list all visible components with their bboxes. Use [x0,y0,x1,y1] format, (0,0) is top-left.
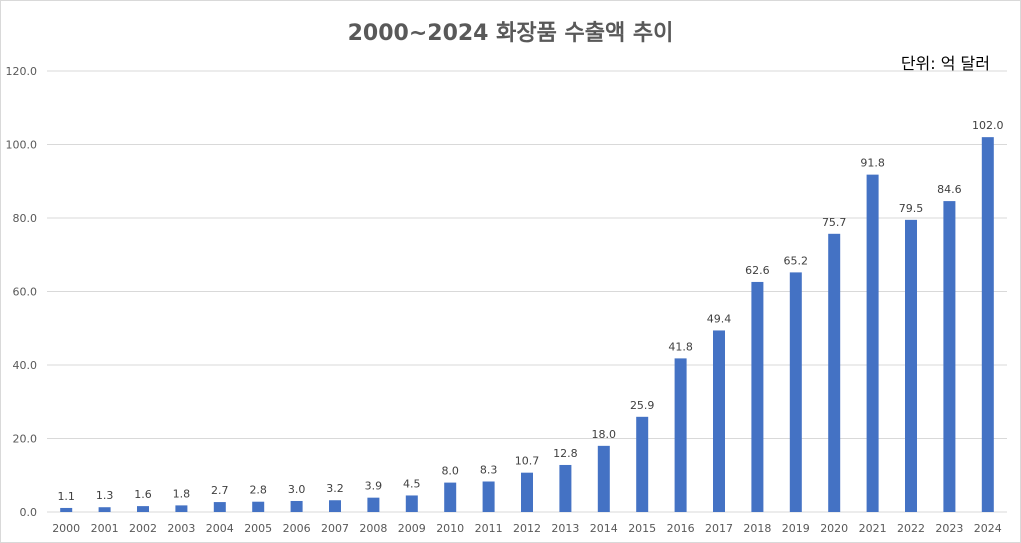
bar-2009 [405,495,418,512]
data-label: 10.7 [515,455,540,468]
x-tick-label: 2001 [91,522,119,535]
x-tick-label: 2023 [935,522,963,535]
data-label: 2.8 [249,484,267,497]
bar-2022 [905,219,917,512]
bar-2011 [482,481,495,512]
y-tick-label: 60.0 [13,286,38,299]
chart-title: 2000~2024 화장품 수출액 추이 [347,21,674,46]
y-tick-label: 40.0 [13,359,38,372]
x-tick-label: 2006 [283,522,311,535]
data-label: 3.2 [326,482,344,495]
y-tick-label: 100.0 [6,139,38,152]
data-label: 8.0 [441,465,459,478]
x-tick-label: 2007 [321,522,349,535]
x-tick-label: 2010 [436,522,464,535]
x-tick-label: 2013 [551,522,579,535]
bar-2017 [713,330,725,512]
x-tick-label: 2008 [359,522,387,535]
bar-2013 [559,464,572,512]
bar-2001 [98,507,111,512]
bar-2005 [252,501,265,512]
x-tick-label: 2016 [667,522,695,535]
data-label: 102.0 [972,119,1004,132]
x-tick-label: 2005 [244,522,272,535]
bar-2002 [137,506,149,512]
x-tick-label: 2021 [859,522,887,535]
y-tick-label: 80.0 [13,212,38,225]
bar-2008 [367,497,380,512]
x-tick-label: 2019 [782,522,810,535]
bar-2024 [981,137,994,512]
data-label: 79.5 [899,202,924,215]
bar-2010 [444,482,457,512]
bar-2021 [866,174,879,512]
x-tick-label: 2004 [206,522,234,535]
data-label: 3.9 [365,480,383,493]
data-label: 41.8 [668,340,693,353]
x-tick-label: 2012 [513,522,541,535]
y-tick-label: 20.0 [13,433,38,446]
data-label: 49.4 [707,312,732,325]
x-tick-label: 2024 [974,522,1002,535]
bar-2020 [828,233,841,513]
x-tick-label: 2000 [52,522,80,535]
data-label: 12.8 [553,447,578,460]
bar-2007 [329,500,341,512]
data-label: 8.3 [480,463,498,476]
bar-2016 [674,358,687,512]
bar-2023 [943,201,956,512]
bar-2015 [636,416,649,512]
x-tick-label: 2002 [129,522,157,535]
data-label: 65.2 [784,254,809,267]
y-tick-label: 120.0 [6,65,38,78]
data-label: 18.0 [592,428,617,441]
x-tick-label: 2003 [167,522,195,535]
bar-2003 [175,505,188,512]
data-label: 84.6 [937,183,962,196]
data-label: 91.8 [860,157,885,170]
x-tick-label: 2020 [820,522,848,535]
bar-2012 [521,472,533,512]
x-tick-label: 2017 [705,522,733,535]
x-tick-label: 2014 [590,522,618,535]
data-label: 1.6 [134,488,152,501]
data-label: 75.7 [822,216,847,229]
data-label: 62.6 [745,264,770,277]
x-tick-label: 2022 [897,522,925,535]
bar-2018 [751,281,764,512]
unit-note: 단위: 억 달러 [900,54,990,73]
bar-2006 [290,500,303,512]
data-label: 4.5 [403,477,421,490]
bar-2004 [213,502,226,512]
bar-2019 [789,272,802,512]
bar-2014 [597,445,610,512]
x-tick-label: 2009 [398,522,426,535]
data-label: 1.3 [96,489,114,502]
data-label: 2.7 [211,484,229,497]
x-tick-label: 2015 [628,522,656,535]
data-label: 1.1 [57,490,75,503]
data-label: 1.8 [173,487,191,500]
y-tick-label: 0.0 [20,506,38,519]
x-tick-label: 2018 [743,522,771,535]
bar-2000 [60,507,73,512]
x-tick-label: 2011 [475,522,503,535]
data-label: 25.9 [630,399,655,412]
data-label: 3.0 [288,483,306,496]
